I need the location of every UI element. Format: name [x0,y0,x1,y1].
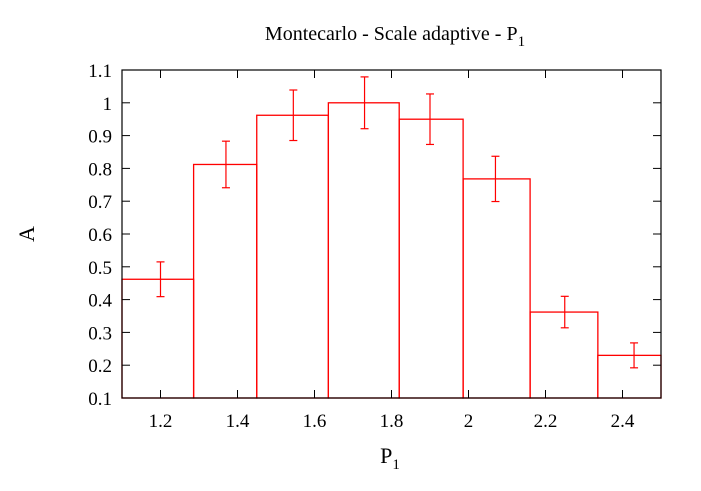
y-axis-label: A [14,226,39,242]
y-tick-label: 0.6 [88,225,112,246]
x-axis-label: P1 [380,443,400,473]
error-bar [156,261,165,298]
histogram-bar [462,178,531,399]
chart-title: Montecarlo - Scale adaptive - P1 [265,23,525,50]
x-tick-label: 2.4 [611,411,635,432]
histogram-bar [256,114,330,399]
y-tick-label: 1 [103,94,113,115]
y-tick-label: 0.7 [88,192,112,213]
x-tick-label: 2 [464,411,474,432]
error-bar [221,140,230,189]
y-tick-label: 0.4 [88,291,112,312]
y-tick-label: 0.3 [88,323,112,344]
y-tick-label: 0.8 [88,159,112,180]
error-bar [426,93,434,146]
error-bar [491,155,500,203]
x-tick-label: 1.2 [149,411,173,432]
error-bar [289,89,298,142]
histogram-bar [192,163,258,399]
error-bar [560,295,569,329]
error-bar [630,342,639,369]
y-axis: 0.1 0.2 0.3 0.4 0.5 0.6 0.7 0.8 0.9 1 1.1 [88,61,661,410]
y-tick-label: 1.1 [88,61,112,82]
histogram-bar [529,311,599,399]
y-tick-label: 0.5 [88,258,112,279]
histogram-bar [327,102,400,399]
error-bars-group [156,76,639,369]
plot-frame [121,69,662,399]
x-axis: 1.2 1.4 1.6 1.8 2 2.2 2.4 [149,70,635,432]
x-tick-label: 2.2 [534,411,558,432]
histogram-bar [398,118,464,399]
bars-group [121,102,662,399]
y-tick-label: 0.2 [88,356,112,377]
y-tick-label: 0.1 [88,389,112,410]
error-bar [360,76,369,130]
x-tick-label: 1.8 [380,411,404,432]
x-tick-label: 1.4 [226,411,250,432]
x-tick-label: 1.6 [303,411,327,432]
histogram-bar [597,354,662,399]
y-tick-label: 0.9 [88,127,112,148]
